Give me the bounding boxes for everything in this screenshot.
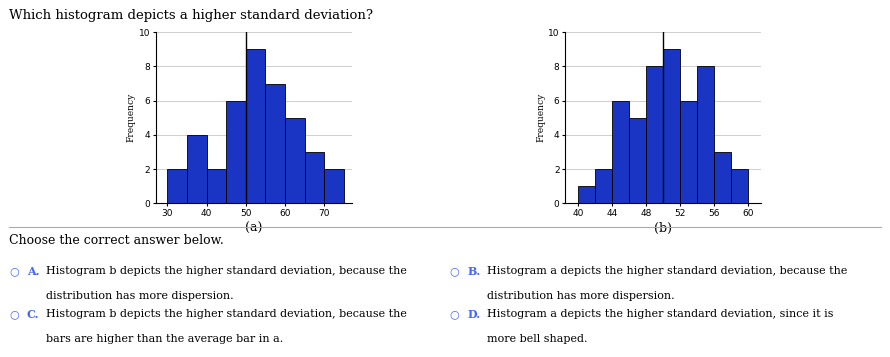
Text: ○: ○ bbox=[9, 266, 19, 276]
Bar bbox=[246, 49, 265, 203]
Text: C.: C. bbox=[27, 309, 39, 320]
Text: distribution has more dispersion.: distribution has more dispersion. bbox=[487, 291, 675, 301]
Text: D.: D. bbox=[467, 309, 481, 320]
Y-axis label: Frequency: Frequency bbox=[537, 93, 546, 142]
Text: Histogram a depicts the higher standard deviation, since it is: Histogram a depicts the higher standard … bbox=[487, 309, 833, 319]
Text: ○: ○ bbox=[449, 266, 459, 276]
Bar bbox=[265, 84, 285, 203]
Y-axis label: Frequency: Frequency bbox=[127, 93, 136, 142]
Text: distribution has more dispersion.: distribution has more dispersion. bbox=[46, 291, 234, 301]
Text: ○: ○ bbox=[449, 309, 459, 319]
Bar bbox=[578, 186, 595, 203]
Text: Histogram a depicts the higher standard deviation, because the: Histogram a depicts the higher standard … bbox=[487, 266, 847, 276]
Text: B.: B. bbox=[467, 266, 481, 277]
Bar bbox=[714, 152, 732, 203]
Bar bbox=[226, 101, 246, 203]
Text: bars are higher than the average bar in a.: bars are higher than the average bar in … bbox=[46, 334, 284, 344]
Text: Histogram b depicts the higher standard deviation, because the: Histogram b depicts the higher standard … bbox=[46, 309, 407, 319]
Text: Choose the correct answer below.: Choose the correct answer below. bbox=[9, 234, 223, 247]
Bar bbox=[646, 66, 663, 203]
X-axis label: (a): (a) bbox=[245, 222, 263, 235]
Bar bbox=[167, 169, 187, 203]
Bar bbox=[285, 118, 304, 203]
Bar bbox=[732, 169, 748, 203]
Bar bbox=[629, 118, 646, 203]
Bar bbox=[187, 135, 206, 203]
Bar bbox=[324, 169, 344, 203]
Bar bbox=[206, 169, 226, 203]
Text: Which histogram depicts a higher standard deviation?: Which histogram depicts a higher standar… bbox=[9, 9, 373, 22]
Text: Histogram b depicts the higher standard deviation, because the: Histogram b depicts the higher standard … bbox=[46, 266, 407, 276]
Bar bbox=[304, 152, 324, 203]
Bar bbox=[663, 49, 680, 203]
Text: A.: A. bbox=[27, 266, 39, 277]
Text: ○: ○ bbox=[9, 309, 19, 319]
Bar bbox=[612, 101, 629, 203]
Text: more bell shaped.: more bell shaped. bbox=[487, 334, 587, 344]
X-axis label: (b): (b) bbox=[654, 222, 672, 235]
Bar bbox=[595, 169, 612, 203]
Bar bbox=[680, 101, 697, 203]
Bar bbox=[697, 66, 714, 203]
